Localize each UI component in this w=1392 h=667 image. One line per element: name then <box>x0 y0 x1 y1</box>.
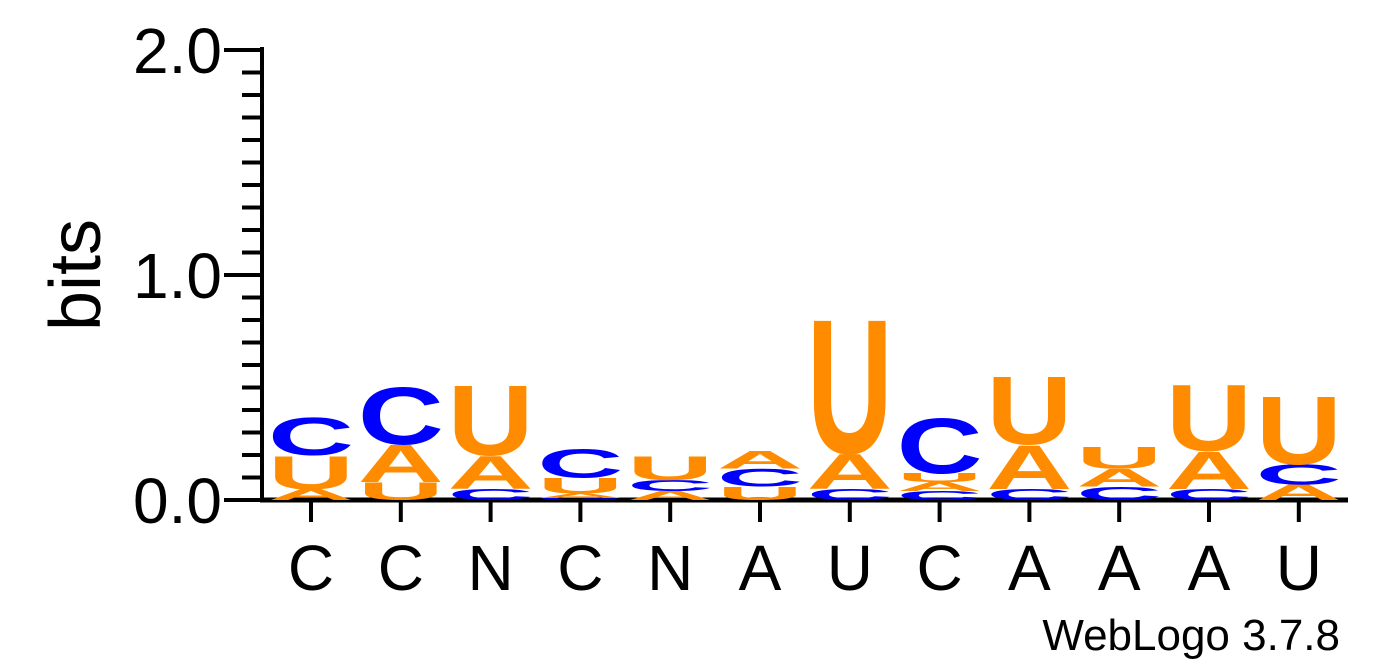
logo-letter-C: C <box>897 403 983 490</box>
y-tick-label: 2.0 <box>133 15 222 87</box>
logo-letter-C: C <box>627 477 713 495</box>
x-tick-label: A <box>1008 532 1051 604</box>
logo-letter-C: C <box>986 486 1072 504</box>
logo-letter-A: A <box>897 480 983 494</box>
logo-letter-U: U <box>717 483 803 504</box>
x-tick-label: N <box>647 532 693 604</box>
logo-letter-A: A <box>627 489 713 503</box>
x-tick-label: A <box>739 532 782 604</box>
logo-letter-C: C <box>448 486 534 504</box>
weblogo-footer: WebLogo 3.7.8 <box>1042 611 1340 660</box>
logo-letter-A: A <box>358 433 444 493</box>
y-tick-label: 0.0 <box>133 465 222 537</box>
logo-letter-A: A <box>537 492 623 499</box>
x-tick-label: C <box>916 532 962 604</box>
y-axis: 0.0 1.0 2.0 <box>133 15 1348 537</box>
logo-letter-U: U <box>537 474 623 499</box>
logo-letter-A: A <box>986 432 1072 503</box>
logo-letter-U: U <box>1256 376 1342 485</box>
x-tick-label: C <box>557 532 603 604</box>
logo-letter-A: A <box>268 486 354 504</box>
logo-letter-C: C <box>268 406 354 466</box>
logo-letter-C: C <box>1256 458 1342 490</box>
x-tick-label: U <box>1276 532 1322 604</box>
y-axis-label: bits <box>36 219 116 331</box>
logo-letter-C: C <box>537 441 623 486</box>
logo-letter-C: C <box>717 464 803 492</box>
x-tick-label: A <box>1188 532 1231 604</box>
logo-letter-A: A <box>1076 464 1162 492</box>
logo-letter-U: U <box>358 478 444 506</box>
logo-letter-U: U <box>1076 440 1162 475</box>
logo-letter-A: A <box>1256 480 1342 505</box>
logo-letter-G: G <box>537 497 623 501</box>
logo-letter-U: U <box>627 448 713 487</box>
logo-letter-U: U <box>986 356 1072 465</box>
logo-letter-A: A <box>717 446 803 474</box>
logo-letter-U: U <box>807 281 893 494</box>
logo-letter-U: U <box>897 471 983 485</box>
logo-letter-C: C <box>1166 486 1252 504</box>
logo-letter-A: A <box>448 446 534 499</box>
x-tick-label: C <box>378 532 424 604</box>
logo-letter-C: C <box>897 489 983 503</box>
logo-letter-A: A <box>807 443 893 500</box>
logo-letter-U: U <box>268 446 354 499</box>
logo-letter-U: U <box>1166 365 1252 471</box>
x-tick-label: C <box>288 532 334 604</box>
logo-letter-C: C <box>358 370 444 461</box>
logo-letter-U: U <box>448 365 534 477</box>
logo-letter-A: A <box>1166 440 1252 500</box>
logo-letter-C: C <box>807 486 893 504</box>
y-tick-label: 1.0 <box>133 240 222 312</box>
x-tick-label: A <box>1098 532 1141 604</box>
x-tick-label: U <box>827 532 873 604</box>
logo-letter-C: C <box>1076 483 1162 504</box>
x-tick-label: N <box>467 532 513 604</box>
